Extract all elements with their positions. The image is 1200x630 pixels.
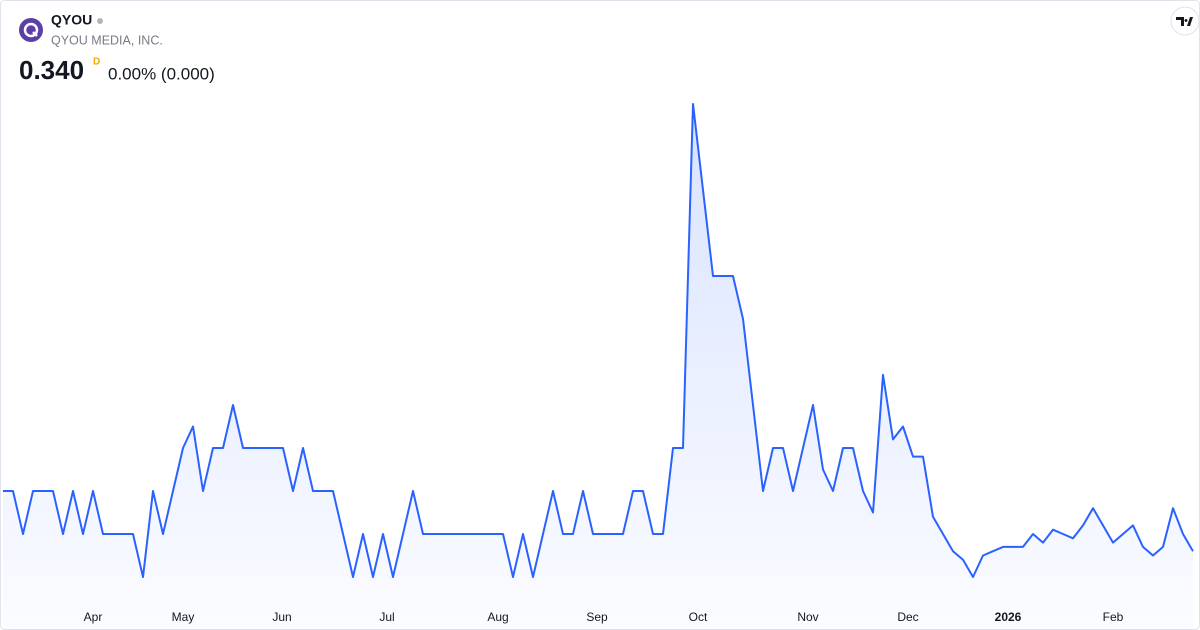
price: 0.340 [19, 55, 84, 85]
x-tick-label: Dec [897, 610, 918, 624]
status-dot [97, 18, 103, 24]
x-tick-label: Apr [84, 610, 103, 624]
x-tick-label: May [172, 610, 195, 624]
x-tick-label: Sep [586, 610, 608, 624]
x-tick-label: Aug [487, 610, 508, 624]
symbol: QYOU [51, 12, 92, 28]
x-tick-label: 2026 [995, 610, 1022, 624]
x-tick-label: Nov [797, 610, 818, 624]
logo [19, 18, 43, 42]
x-tick-label: Jul [379, 610, 394, 624]
company-name: QYOU MEDIA, INC. [51, 33, 163, 47]
change: 0.00% (0.000) [108, 64, 215, 83]
price-line [3, 103, 1194, 578]
tradingview-logo[interactable] [1170, 6, 1200, 36]
plot: Apr May Jun Jul Aug Sep Oct Nov Dec 2026 Feb [3, 103, 1194, 630]
x-tick-label: Feb [1103, 610, 1124, 624]
area-fill [3, 104, 1193, 630]
x-tick-label: Jun [272, 610, 291, 624]
currency-marker: D [93, 57, 100, 68]
x-tick-label: Oct [689, 610, 708, 624]
